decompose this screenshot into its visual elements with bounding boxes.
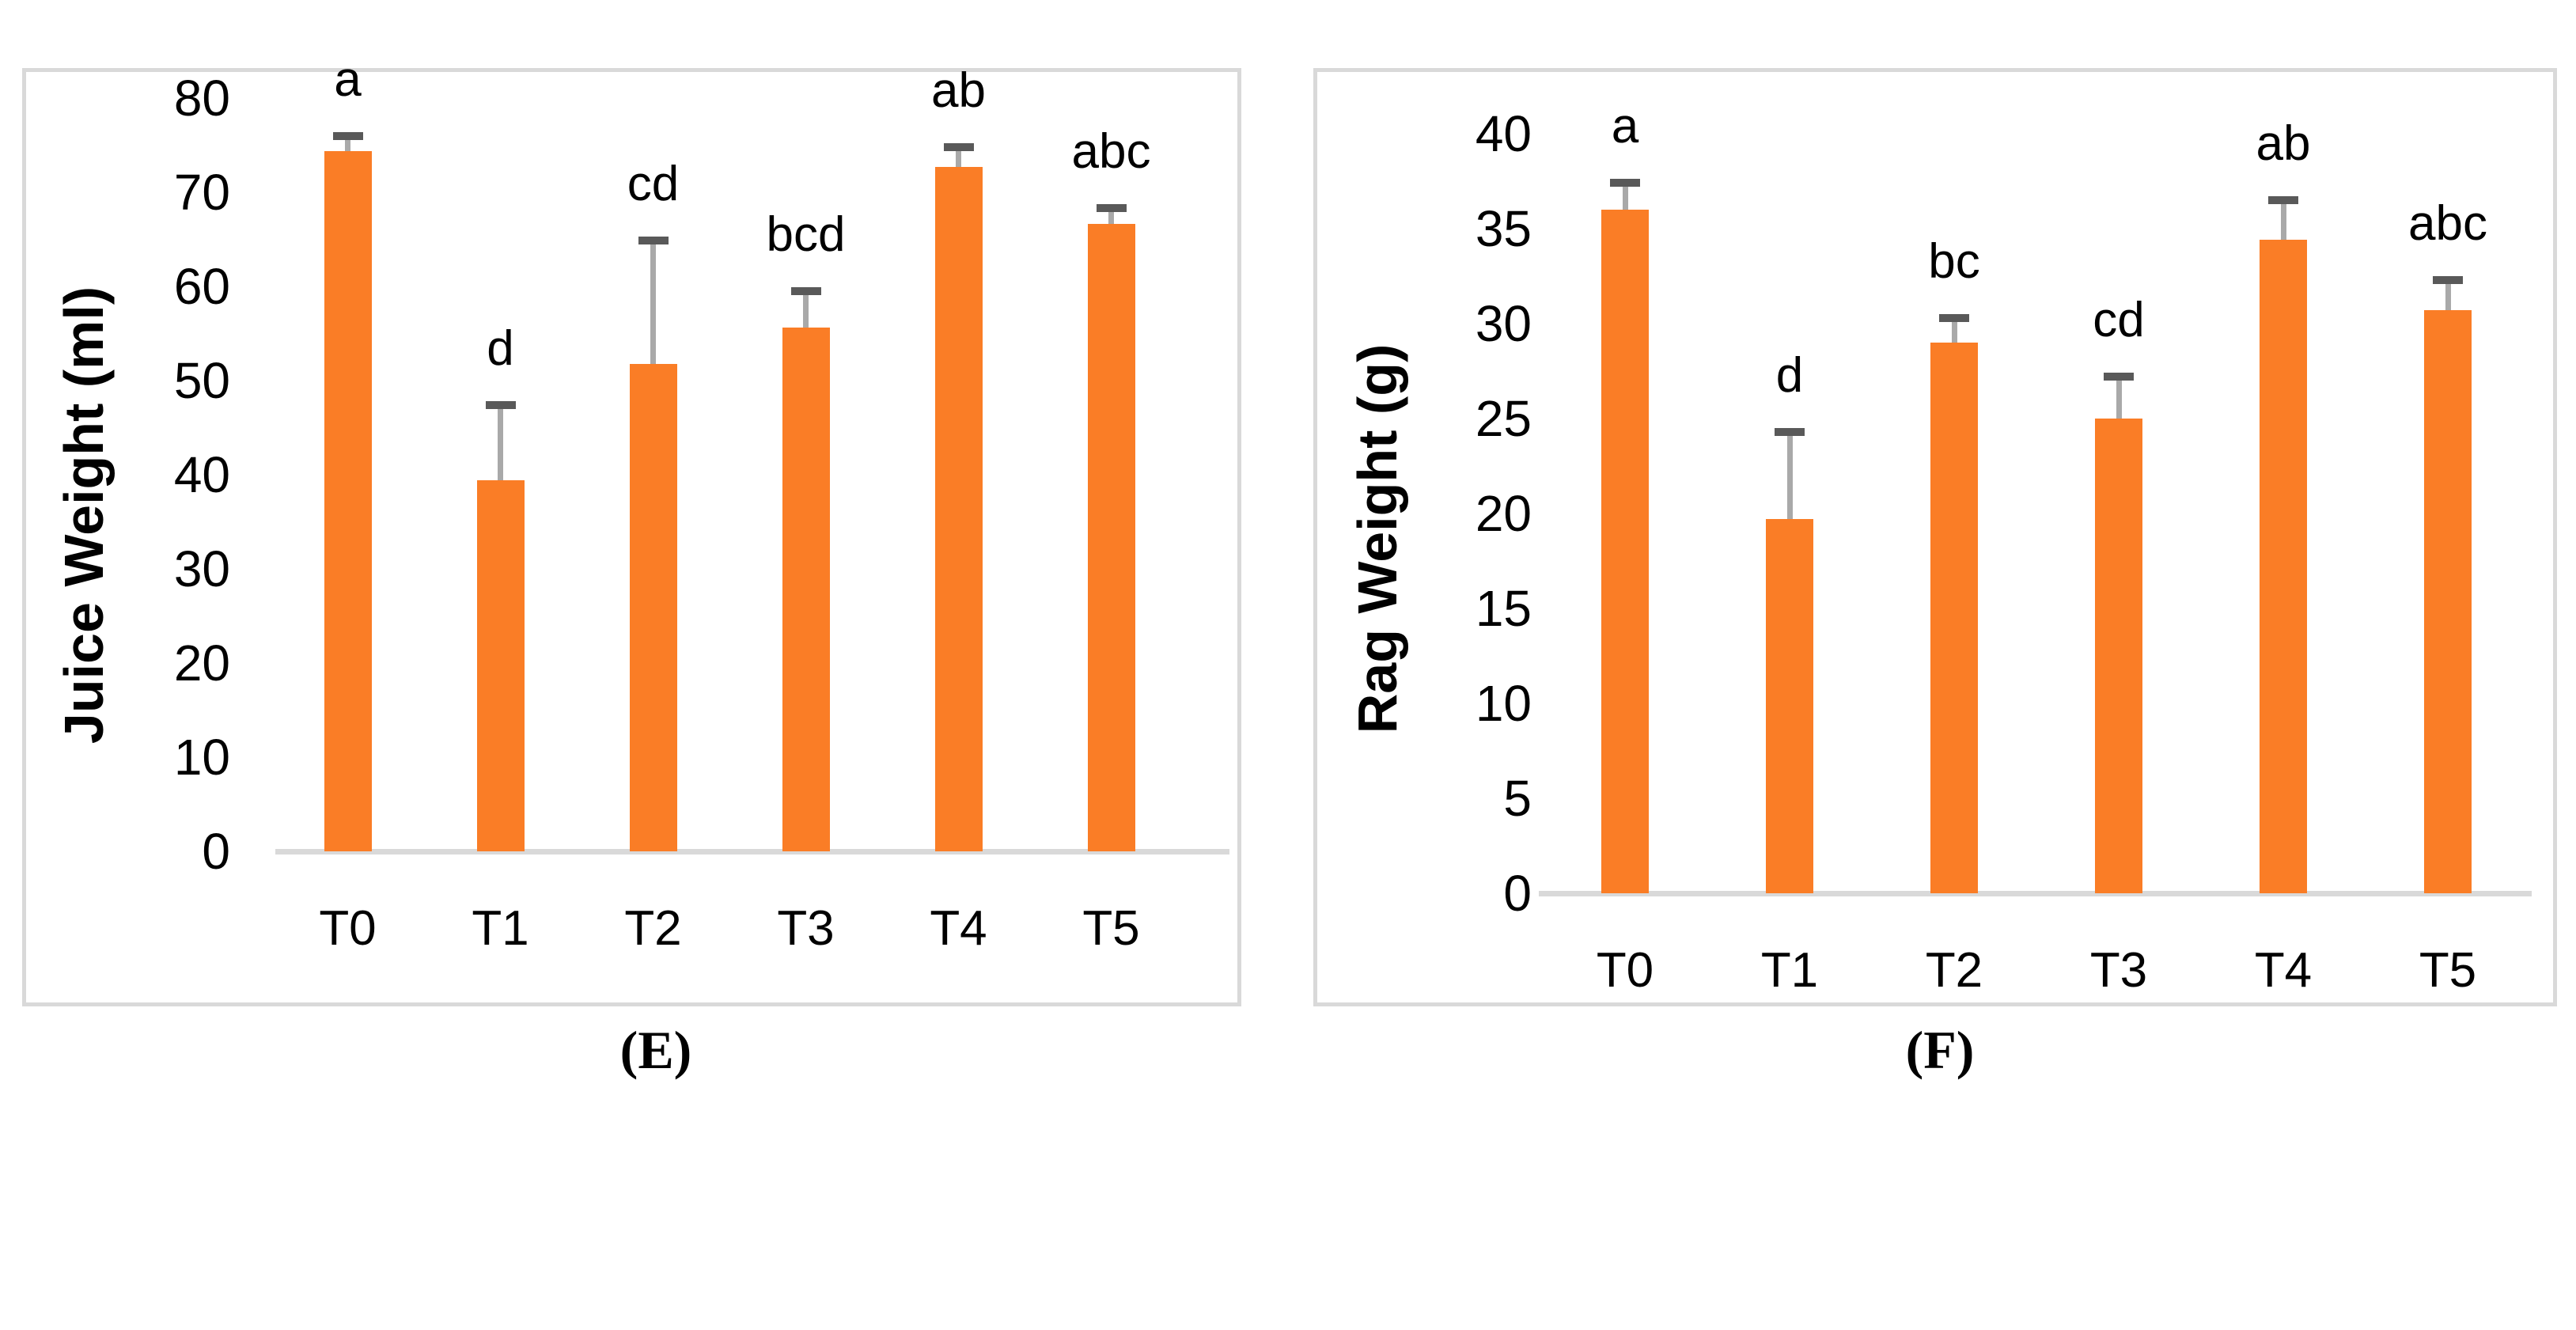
significance-letter-T3: bcd bbox=[766, 207, 846, 262]
error-cap-T5 bbox=[1096, 204, 1127, 213]
y-tick-label: 5 bbox=[1503, 770, 1532, 827]
significance-letter-T2: bc bbox=[1928, 233, 1980, 289]
error-cap-T2 bbox=[1939, 313, 1969, 322]
error-cap-T3 bbox=[2104, 373, 2134, 381]
y-tick-label: 40 bbox=[173, 446, 230, 503]
error-cap-T3 bbox=[790, 286, 821, 295]
category-label-T0: T0 bbox=[319, 901, 377, 956]
y-tick-label: 50 bbox=[173, 352, 230, 409]
x-axis-line bbox=[275, 849, 1229, 854]
significance-letter-T0: a bbox=[1611, 99, 1639, 154]
category-label-T1: T1 bbox=[1760, 943, 1819, 998]
error-cap-T4 bbox=[2268, 196, 2298, 204]
error-whisker-T4 bbox=[2280, 200, 2286, 241]
category-label-T2: T2 bbox=[1925, 943, 1983, 998]
significance-letter-T4: ab bbox=[931, 63, 986, 118]
significance-letter-T0: a bbox=[334, 51, 362, 107]
significance-letter-T3: cd bbox=[2093, 293, 2145, 348]
y-tick-label: 0 bbox=[202, 823, 230, 880]
bar-T5 bbox=[1087, 224, 1135, 851]
category-label-T4: T4 bbox=[930, 901, 987, 956]
bar-T1 bbox=[1766, 519, 1813, 893]
category-label-T0: T0 bbox=[1596, 943, 1654, 998]
bar-T0 bbox=[1601, 210, 1649, 893]
y-tick-label: 25 bbox=[1475, 390, 1532, 447]
error-whisker-T2 bbox=[650, 240, 656, 364]
category-label-T4: T4 bbox=[2254, 943, 2313, 998]
y-tick-label: 0 bbox=[1503, 865, 1532, 922]
error-cap-T1 bbox=[485, 400, 516, 409]
error-cap-T4 bbox=[943, 142, 974, 151]
panel-caption-e: (E) bbox=[619, 1020, 692, 1080]
error-cap-T5 bbox=[2433, 275, 2463, 284]
category-label-T1: T1 bbox=[472, 901, 529, 956]
significance-letter-T2: cd bbox=[627, 156, 680, 211]
bar-T0 bbox=[324, 150, 372, 851]
category-label-T3: T3 bbox=[2089, 943, 2148, 998]
error-cap-T2 bbox=[638, 236, 669, 244]
bar-T3 bbox=[782, 328, 830, 851]
y-tick-label: 80 bbox=[173, 70, 230, 127]
significance-letter-T1: d bbox=[1775, 347, 1804, 403]
bar-T2 bbox=[1930, 343, 1978, 893]
error-whisker-T0 bbox=[345, 135, 350, 151]
bar-T4 bbox=[2260, 240, 2307, 893]
significance-letter-T1: d bbox=[487, 320, 514, 376]
y-tick-label: 60 bbox=[173, 258, 230, 315]
bar-T3 bbox=[2095, 419, 2142, 893]
y-tick-label: 20 bbox=[173, 635, 230, 692]
panel-caption-f: (F) bbox=[1905, 1020, 1975, 1080]
bar-T1 bbox=[476, 480, 525, 851]
y-tick-label: 70 bbox=[173, 164, 230, 221]
y-tick-label: 10 bbox=[173, 729, 230, 786]
error-whisker-T3 bbox=[2116, 377, 2122, 419]
error-whisker-T1 bbox=[1786, 431, 1793, 520]
significance-letter-T4: ab bbox=[2256, 116, 2311, 171]
bar-T5 bbox=[2424, 310, 2472, 893]
y-tick-label: 10 bbox=[1475, 675, 1532, 732]
chart-panel-e: Juice Weight (ml) 0 10 20 30 40 50 60 70 80 a T0 d T… bbox=[22, 55, 1241, 1006]
category-label-T5: T5 bbox=[2419, 943, 2477, 998]
error-whisker-T1 bbox=[498, 404, 503, 481]
category-label-T2: T2 bbox=[624, 901, 682, 956]
category-label-T3: T3 bbox=[777, 901, 835, 956]
chart-panel-f: Rag Weight (g) 0 5 10 15 20 25 30 35 40 a T0 d T1 bc T… bbox=[1313, 68, 2557, 1006]
bar-T4 bbox=[934, 166, 983, 851]
y-tick-label: 20 bbox=[1475, 485, 1532, 542]
error-cap-T0 bbox=[1610, 179, 1640, 188]
error-whisker-T0 bbox=[1622, 183, 1628, 210]
significance-letter-T5: abc bbox=[1071, 124, 1151, 180]
significance-letter-T5: abc bbox=[2408, 195, 2487, 251]
y-tick-label: 40 bbox=[1475, 105, 1532, 162]
error-whisker-T2 bbox=[1951, 317, 1957, 343]
y-tick-label: 35 bbox=[1475, 200, 1532, 257]
y-tick-label: 30 bbox=[173, 540, 230, 597]
x-axis-line bbox=[1539, 891, 2532, 896]
y-tick-label: 15 bbox=[1475, 580, 1532, 637]
error-cap-T0 bbox=[332, 131, 363, 140]
error-whisker-T3 bbox=[803, 290, 809, 328]
error-whisker-T5 bbox=[1108, 208, 1114, 225]
error-whisker-T5 bbox=[2445, 279, 2451, 311]
y-tick-label: 30 bbox=[1475, 295, 1532, 352]
category-label-T5: T5 bbox=[1082, 901, 1140, 956]
error-whisker-T4 bbox=[956, 146, 961, 167]
error-cap-T1 bbox=[1775, 427, 1805, 436]
bar-T2 bbox=[629, 363, 677, 851]
